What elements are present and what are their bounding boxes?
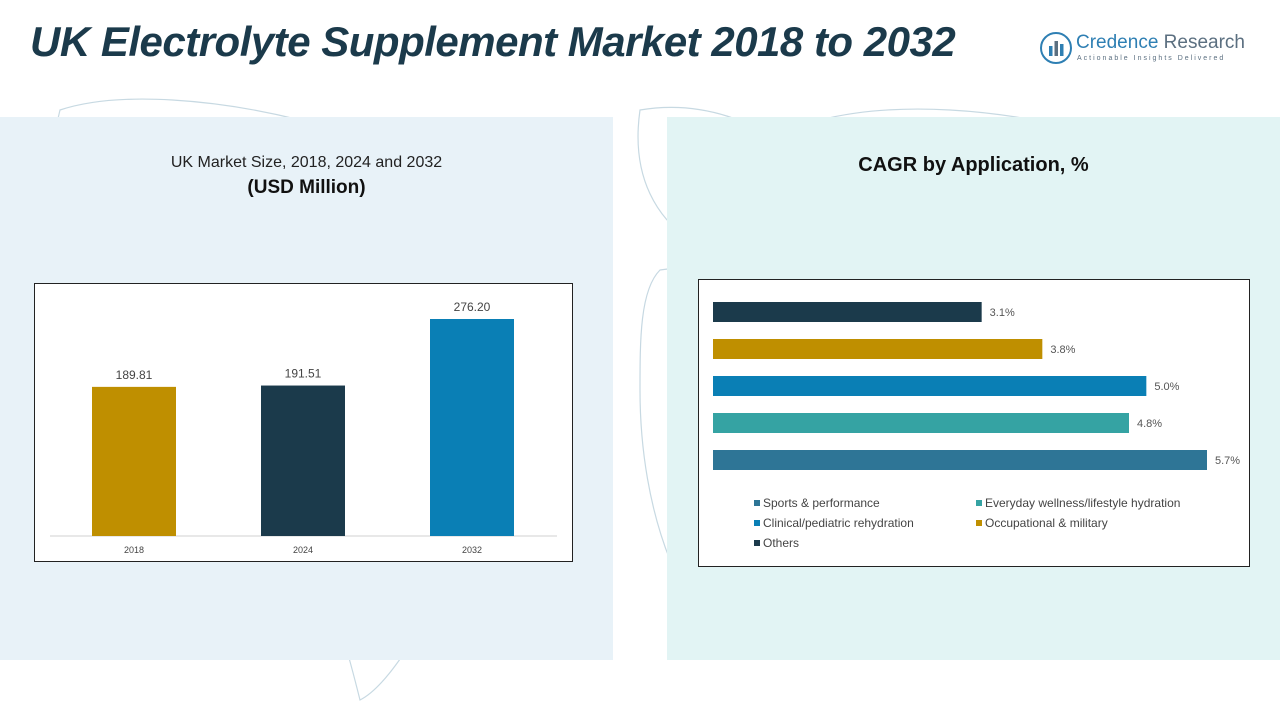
legend-item-others: Others — [754, 536, 976, 550]
legend-swatch — [754, 520, 760, 526]
hbar-value-label-others: 3.1% — [990, 307, 1015, 319]
x-tick-label-2018: 2018 — [124, 545, 144, 555]
legend-swatch — [976, 520, 982, 526]
market-size-chart-title: UK Market Size, 2018, 2024 and 2032 — [170, 154, 443, 171]
legend-label: Others — [763, 536, 800, 550]
hbar-value-label-sports-performance: 5.7% — [1215, 455, 1240, 467]
bar-value-label-2032: 276.20 — [454, 300, 491, 314]
legend-label: Occupational & military — [985, 516, 1108, 530]
legend-item-occupational-military: Occupational & military — [976, 516, 1226, 530]
legend-swatch — [754, 500, 760, 506]
hbar-value-label-clinical-pediatric-rehydration: 5.0% — [1154, 381, 1179, 393]
x-tick-label-2024: 2024 — [293, 545, 313, 555]
legend-swatch — [976, 500, 982, 506]
legend-label: Everyday wellness/lifestyle hydration — [985, 496, 1181, 510]
hbar-others — [713, 302, 982, 322]
logo-name: Credence Research — [1076, 32, 1245, 54]
market-size-bar-chart: 189.81 2018 191.51 2024 276.20 2032 — [50, 300, 557, 555]
bar-2032 — [430, 319, 514, 536]
legend-label: Sports & performance — [763, 496, 880, 510]
logo-tagline: Actionable Insights Delivered — [1077, 55, 1226, 62]
hbar-occupational-military — [713, 339, 1043, 359]
logo-name-accent: Research — [1163, 32, 1245, 53]
hbar-value-label-everyday-wellness-lifestyle-hydration: 4.8% — [1137, 418, 1162, 430]
cagr-chart-title: CAGR by Application, % — [858, 154, 1089, 176]
cagr-legend: Sports & performance Everyday wellness/li… — [754, 496, 1234, 550]
x-tick-label-2032: 2032 — [462, 545, 482, 555]
bar-2024 — [261, 385, 345, 536]
legend-item-everyday-wellness-lifestyle-hydration: Everyday wellness/lifestyle hydration — [976, 496, 1226, 510]
page-title: UK Electrolyte Supplement Market 2018 to… — [30, 18, 956, 65]
company-logo: Credence Research Actionable Insights De… — [1040, 30, 1270, 70]
market-size-chart: 189.81 2018 191.51 2024 276.20 2032 — [34, 283, 573, 562]
legend-swatch — [754, 540, 760, 546]
legend-item-sports-performance: Sports & performance — [754, 496, 976, 510]
credence-research-logo-icon — [1040, 32, 1072, 64]
hbar-value-label-occupational-military: 3.8% — [1050, 344, 1075, 356]
logo-name-main: Credence — [1076, 32, 1159, 53]
bar-value-label-2018: 189.81 — [116, 368, 153, 382]
market-size-chart-subtitle: (USD Million) — [247, 177, 366, 198]
bar-value-label-2024: 191.51 — [285, 367, 322, 381]
hbar-clinical-pediatric-rehydration — [713, 376, 1147, 396]
legend-item-clinical-pediatric-rehydration: Clinical/pediatric rehydration — [754, 516, 976, 530]
cagr-bar-chart: 3.1% 3.8% 5.0% 4.8% 5.7% — [713, 302, 1240, 470]
hbar-everyday-wellness-lifestyle-hydration — [713, 413, 1129, 433]
hbar-sports-performance — [713, 450, 1207, 470]
bar-2018 — [92, 386, 176, 536]
cagr-chart: 3.1% 3.8% 5.0% 4.8% 5.7% Sports & performanc… — [698, 279, 1250, 567]
legend-label: Clinical/pediatric rehydration — [763, 516, 914, 530]
